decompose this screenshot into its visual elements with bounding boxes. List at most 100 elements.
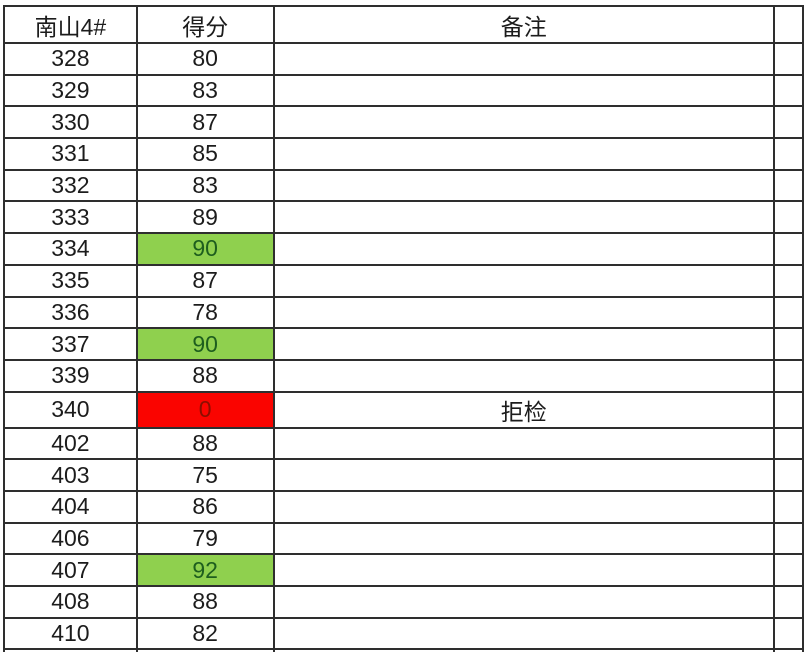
cell-id[interactable]: 337: [3, 327, 138, 361]
cell-id[interactable]: 336: [3, 295, 138, 330]
cell-score[interactable]: 92: [135, 553, 275, 587]
cell-score[interactable]: 83: [135, 73, 275, 108]
cell-extra[interactable]: [772, 489, 804, 524]
cell-extra[interactable]: [772, 105, 804, 140]
cell-extra[interactable]: [772, 553, 804, 587]
cell-remark[interactable]: 拒检: [272, 390, 775, 429]
table-row: 332 83: [3, 168, 804, 203]
cell-extra[interactable]: [772, 168, 804, 203]
cell-score[interactable]: 85: [135, 137, 275, 171]
cell-extra[interactable]: [772, 390, 804, 429]
cell-score[interactable]: 83: [135, 168, 275, 203]
table-row: 402 88: [3, 426, 804, 461]
header-unit[interactable]: 南山4#: [3, 5, 138, 44]
cell-score[interactable]: 90: [135, 327, 275, 361]
cell-extra[interactable]: [772, 358, 804, 393]
table-body: 328 80 329 83 330 87 331 85 332 83 333 89 334 90 335 87…: [3, 42, 804, 651]
header-score[interactable]: 得分: [135, 5, 275, 44]
score-table: 南山4# 得分 备注 328 80 329 83 330 87 331 85 332 83 333 8…: [3, 5, 804, 652]
cell-remark[interactable]: [272, 553, 775, 587]
cell-score[interactable]: 80: [135, 42, 275, 76]
cell-id[interactable]: 340: [3, 390, 138, 429]
cell-id[interactable]: 330: [3, 105, 138, 140]
header-extra-cell[interactable]: [772, 5, 804, 44]
cell-score[interactable]: 90: [135, 232, 275, 266]
table-row: 334 90: [3, 232, 804, 266]
cell-extra[interactable]: [772, 137, 804, 171]
cell-id[interactable]: 328: [3, 42, 138, 76]
table-row: 408 88: [3, 585, 804, 619]
cell-id[interactable]: 334: [3, 232, 138, 266]
cell-id[interactable]: 329: [3, 73, 138, 108]
cell-score[interactable]: 87: [135, 263, 275, 298]
cell-id[interactable]: 408: [3, 585, 138, 619]
cell-id[interactable]: 402: [3, 426, 138, 461]
cell-id[interactable]: 332: [3, 168, 138, 203]
cell-remark[interactable]: [272, 232, 775, 266]
cell-extra[interactable]: [772, 73, 804, 108]
cell-score[interactable]: 0: [135, 390, 275, 429]
cell-extra[interactable]: [772, 458, 804, 492]
cell-id[interactable]: 339: [3, 358, 138, 393]
cell-score[interactable]: 78: [135, 295, 275, 330]
cell-remark[interactable]: [272, 105, 775, 140]
cell-remark[interactable]: [272, 358, 775, 393]
cell-remark[interactable]: [272, 521, 775, 556]
cell-remark[interactable]: [272, 295, 775, 330]
cell-extra[interactable]: [772, 232, 804, 266]
cell-remark[interactable]: [272, 585, 775, 619]
cell-extra[interactable]: [772, 648, 804, 652]
cell-score[interactable]: 82: [135, 616, 275, 651]
cell-remark[interactable]: [272, 426, 775, 461]
cell-extra[interactable]: [772, 426, 804, 461]
cell-extra[interactable]: [772, 295, 804, 330]
cell-extra[interactable]: [772, 327, 804, 361]
cell-remark[interactable]: [272, 648, 775, 652]
table-row: 404 86: [3, 489, 804, 524]
cell-id[interactable]: 407: [3, 553, 138, 587]
cell-score[interactable]: 88: [135, 358, 275, 393]
cell-extra[interactable]: [772, 263, 804, 298]
cell-score[interactable]: 88: [135, 426, 275, 461]
cell-extra[interactable]: [772, 585, 804, 619]
cell-extra[interactable]: [772, 200, 804, 235]
table-row: 407 92: [3, 553, 804, 587]
cell-score[interactable]: 88: [135, 585, 275, 619]
cell-remark[interactable]: [272, 73, 775, 108]
cell-extra[interactable]: [772, 42, 804, 76]
cell-score[interactable]: 79: [135, 521, 275, 556]
cell-id[interactable]: 403: [3, 458, 138, 492]
cell-score[interactable]: 75: [135, 458, 275, 492]
cell-remark[interactable]: [272, 137, 775, 171]
table-row: 328 80: [3, 42, 804, 76]
cell-id[interactable]: 404: [3, 489, 138, 524]
cell-remark[interactable]: [272, 489, 775, 524]
cell-id[interactable]: 333: [3, 200, 138, 235]
table-row: 406 79: [3, 521, 804, 556]
cell-id[interactable]: 331: [3, 137, 138, 171]
cell-remark[interactable]: [272, 263, 775, 298]
partial-row-section: [3, 648, 804, 652]
cell-remark[interactable]: [272, 42, 775, 76]
cell-remark[interactable]: [272, 168, 775, 203]
cell-id[interactable]: 410: [3, 616, 138, 651]
table-row: 333 89: [3, 200, 804, 235]
cell-score[interactable]: 89: [135, 200, 275, 235]
cell-remark[interactable]: [272, 327, 775, 361]
cell-id[interactable]: 335: [3, 263, 138, 298]
cell-id[interactable]: 406: [3, 521, 138, 556]
header-remark[interactable]: 备注: [272, 5, 775, 44]
cell-score[interactable]: 86: [135, 489, 275, 524]
cell-extra[interactable]: [772, 616, 804, 651]
cell-score[interactable]: [135, 648, 275, 652]
cell-remark[interactable]: [272, 200, 775, 235]
table-row: 339 88: [3, 358, 804, 393]
cell-remark[interactable]: [272, 458, 775, 492]
header-row: 南山4# 得分 备注: [3, 5, 804, 44]
cell-remark[interactable]: [272, 616, 775, 651]
table-row: 337 90: [3, 327, 804, 361]
cell-id[interactable]: [3, 648, 138, 652]
cell-score[interactable]: 87: [135, 105, 275, 140]
cell-extra[interactable]: [772, 521, 804, 556]
